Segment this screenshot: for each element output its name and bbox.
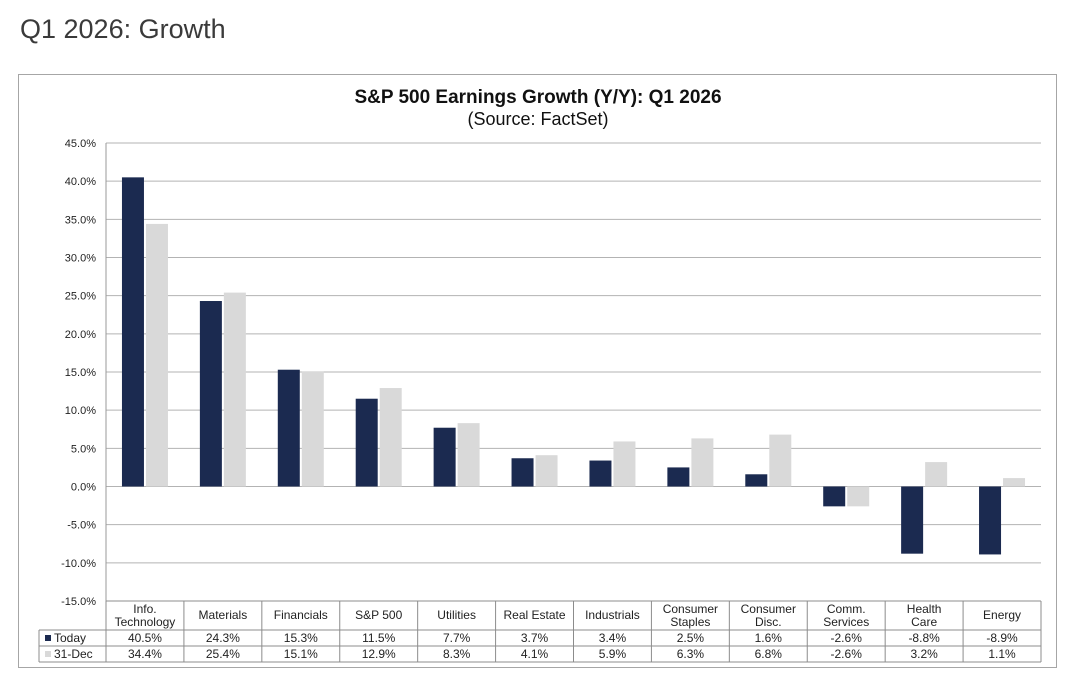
bar-today xyxy=(199,301,222,487)
table-value: 1.1% xyxy=(988,647,1016,661)
table-value: 24.3% xyxy=(206,631,240,645)
bar-31-dec xyxy=(457,423,480,487)
bar-31-dec xyxy=(847,486,870,507)
table-value: -8.8% xyxy=(908,631,940,645)
bar-today xyxy=(277,369,300,487)
table-value: 7.7% xyxy=(443,631,471,645)
category-label: Care xyxy=(911,615,937,629)
category-label: Energy xyxy=(983,608,1021,622)
y-axis-ticks: 45.0% 40.0% 35.0% 30.0% 25.0% 20.0% 15.0% 10.0%… xyxy=(61,138,96,608)
legend-label: 31-Dec xyxy=(54,647,93,661)
table-value: 34.4% xyxy=(128,647,162,661)
y-tick-label: 35.0% xyxy=(65,214,96,226)
category-label: Industrials xyxy=(585,608,640,622)
category-label: Disc. xyxy=(755,615,782,629)
table-value: 6.3% xyxy=(677,647,705,661)
category-label: Materials xyxy=(199,608,248,622)
bar-31-dec xyxy=(925,462,948,487)
table-value: -2.6% xyxy=(831,647,863,661)
bar-today xyxy=(745,474,768,487)
category-label: Staples xyxy=(670,615,710,629)
table-value: -2.6% xyxy=(831,631,863,645)
category-label: Technology xyxy=(115,615,176,629)
table-value: 40.5% xyxy=(128,631,162,645)
data-table: Info.Technology Materials Financials S&P 50… xyxy=(38,600,1042,663)
table-value: -8.9% xyxy=(986,631,1018,645)
bar-today xyxy=(823,486,846,507)
bar-today xyxy=(901,486,924,554)
y-tick-label: 30.0% xyxy=(65,253,96,265)
table-value: 2.5% xyxy=(677,631,705,645)
category-label: Utilities xyxy=(437,608,476,622)
bar-today xyxy=(589,460,612,487)
bars xyxy=(121,177,1026,555)
category-label: Services xyxy=(823,615,869,629)
table-value: 4.1% xyxy=(521,647,549,661)
y-tick-label: 10.0% xyxy=(65,405,96,417)
table-value: 6.8% xyxy=(755,647,783,661)
category-label: Financials xyxy=(274,608,328,622)
bar-chart: S&P 500 Earnings Growth (Y/Y): Q1 2026 (… xyxy=(38,87,1042,663)
y-tick-label: 15.0% xyxy=(65,367,96,379)
category-label: S&P 500 xyxy=(355,608,402,622)
page-title: Q1 2026: Growth xyxy=(20,14,226,44)
y-tick-label: 20.0% xyxy=(65,329,96,341)
table-value: 15.3% xyxy=(284,631,318,645)
table-value: 1.6% xyxy=(755,631,783,645)
category-label: Consumer xyxy=(663,602,718,616)
table-value: 3.7% xyxy=(521,631,549,645)
y-tick-label: 40.0% xyxy=(65,176,96,188)
category-label: Info. xyxy=(133,602,156,616)
bar-today xyxy=(511,458,534,487)
table-value: 5.9% xyxy=(599,647,627,661)
table-value: 25.4% xyxy=(206,647,240,661)
bar-31-dec xyxy=(769,434,792,487)
bar-31-dec xyxy=(1003,478,1026,487)
category-label: Real Estate xyxy=(504,608,566,622)
y-tick-label: 25.0% xyxy=(65,291,96,303)
bar-today xyxy=(433,427,456,487)
category-label: Comm. xyxy=(827,602,866,616)
table-value: 12.9% xyxy=(362,647,396,661)
gridlines xyxy=(105,142,1041,602)
legend-key-today xyxy=(45,635,51,641)
bar-today xyxy=(121,177,144,487)
y-tick-label: -5.0% xyxy=(67,520,96,532)
y-tick-label: -15.0% xyxy=(61,596,96,608)
y-tick-label: 45.0% xyxy=(65,138,96,150)
bar-31-dec xyxy=(691,438,714,487)
table-value: 3.2% xyxy=(910,647,938,661)
bar-31-dec xyxy=(223,292,246,487)
y-tick-label: -10.0% xyxy=(61,558,96,570)
table-value: 15.1% xyxy=(284,647,318,661)
bar-today xyxy=(667,467,690,487)
bar-today xyxy=(979,486,1002,555)
table-value: 11.5% xyxy=(362,631,395,645)
bar-31-dec xyxy=(535,455,558,487)
table-value: 3.4% xyxy=(599,631,627,645)
bar-31-dec xyxy=(301,371,324,487)
y-tick-label: 0.0% xyxy=(71,482,96,494)
category-label: Health xyxy=(907,602,942,616)
bar-31-dec xyxy=(613,441,636,487)
chart-subtitle: (Source: FactSet) xyxy=(467,109,608,129)
chart-frame: S&P 500 Earnings Growth (Y/Y): Q1 2026 (… xyxy=(18,74,1057,668)
chart-title: S&P 500 Earnings Growth (Y/Y): Q1 2026 xyxy=(354,87,721,108)
y-tick-label: 5.0% xyxy=(71,443,96,455)
bar-31-dec xyxy=(145,223,168,487)
legend-label: Today xyxy=(54,631,86,645)
legend-key-31-dec xyxy=(45,651,51,657)
bar-31-dec xyxy=(379,388,402,487)
category-label: Consumer xyxy=(741,602,796,616)
table-value: 8.3% xyxy=(443,647,471,661)
bar-today xyxy=(355,398,378,487)
